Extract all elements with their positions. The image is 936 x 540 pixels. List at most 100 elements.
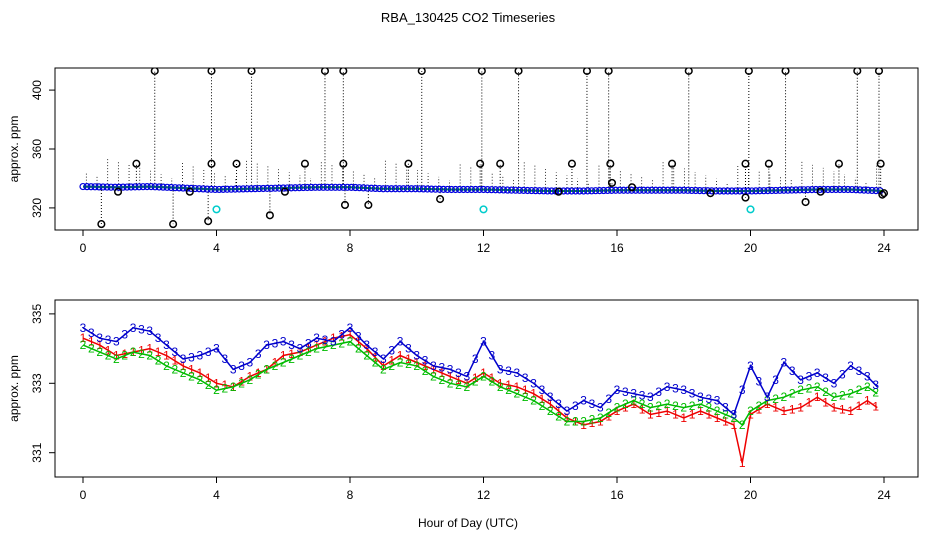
data-point	[580, 187, 588, 195]
series-marker-2: 2	[463, 380, 470, 394]
data-point	[351, 183, 359, 192]
series-marker-2: 2	[280, 355, 287, 369]
series-marker-1: 1	[589, 416, 596, 430]
data-point	[235, 185, 243, 193]
data-point	[600, 186, 608, 195]
data-point	[159, 183, 167, 191]
data-point	[99, 183, 107, 191]
series-marker-2: 2	[305, 345, 312, 359]
outlier-point	[744, 68, 753, 75]
data-point	[107, 183, 115, 191]
plot-frame	[54, 299, 919, 478]
outlier-point	[247, 68, 256, 75]
outlier-point	[801, 197, 810, 207]
series-marker-3: 3	[664, 380, 671, 394]
data-point	[796, 186, 804, 194]
x-tick-label: 24	[877, 488, 891, 502]
series-marker-1: 1	[514, 380, 521, 394]
data-point	[203, 185, 211, 193]
data-point	[311, 183, 319, 191]
data-point	[359, 184, 367, 192]
series-marker-3: 3	[413, 349, 420, 363]
outlier-point	[207, 68, 216, 75]
series-marker-1: 1	[80, 331, 87, 345]
data-point	[407, 185, 416, 193]
series-marker-2: 2	[405, 357, 412, 371]
data-point	[852, 186, 860, 194]
data-point	[572, 187, 580, 195]
cyan-point	[212, 205, 221, 214]
series-marker-3: 3	[672, 382, 679, 396]
data-point	[720, 187, 728, 195]
series-marker-1: 1	[781, 404, 788, 418]
series-marker-1: 1	[597, 414, 604, 428]
series-marker-1: 1	[355, 335, 362, 349]
data-point	[543, 187, 552, 195]
outlier-point	[207, 159, 216, 168]
series-marker-2: 2	[105, 349, 112, 363]
series-marker-1: 1	[480, 366, 487, 380]
series-marker-3: 3	[263, 338, 270, 352]
data-point	[403, 185, 412, 193]
series-marker-3: 3	[630, 387, 637, 401]
data-point	[608, 186, 616, 194]
data-point	[367, 184, 375, 192]
data-point	[836, 185, 844, 194]
series-marker-1: 1	[655, 406, 662, 420]
outlier-point	[280, 187, 289, 196]
series-marker-2: 2	[564, 414, 571, 428]
data-point	[856, 186, 864, 194]
data-point	[123, 183, 131, 191]
data-point	[748, 187, 756, 195]
data-point	[680, 186, 688, 194]
data-point	[828, 185, 836, 194]
x-tick-label: 20	[744, 241, 758, 255]
series-marker-3: 3	[196, 349, 203, 363]
data-point	[684, 186, 692, 194]
series-marker-1: 1	[472, 371, 479, 385]
series-marker-1: 1	[680, 411, 687, 425]
outlier-point	[185, 187, 194, 196]
data-point	[287, 184, 295, 192]
cyan-point	[479, 205, 488, 214]
series-marker-3: 3	[697, 390, 704, 404]
series-marker-3: 3	[330, 335, 337, 349]
outlier-point	[339, 159, 348, 168]
y-tick-label: 331	[30, 442, 44, 462]
series-marker-3: 3	[856, 364, 863, 378]
data-point	[576, 187, 584, 195]
data-point	[195, 185, 203, 193]
series-marker-2: 2	[447, 376, 454, 390]
series-marker-1: 1	[647, 408, 654, 422]
series-marker-3: 3	[121, 328, 128, 342]
series-marker-3: 3	[372, 345, 379, 359]
data-point	[664, 186, 672, 194]
data-point	[519, 186, 528, 194]
series-marker-1: 1	[622, 401, 629, 415]
series-marker-3: 3	[480, 335, 487, 349]
series-marker-1: 1	[121, 347, 128, 361]
data-point	[636, 186, 644, 194]
series-marker-1: 1	[764, 397, 771, 411]
series-marker-3: 3	[580, 394, 587, 408]
series-marker-2: 2	[639, 397, 646, 411]
series-marker-2: 2	[363, 349, 370, 363]
series-marker-2: 2	[739, 418, 746, 432]
series-marker-2: 2	[806, 382, 813, 396]
series-marker-2: 2	[455, 378, 462, 392]
series-marker-1: 1	[505, 378, 512, 392]
x-tick-label: 0	[80, 241, 87, 255]
series-marker-3: 3	[497, 362, 504, 376]
series-marker-2: 2	[764, 394, 771, 408]
data-point	[776, 186, 784, 194]
data-point	[171, 184, 179, 192]
data-point	[155, 183, 163, 191]
series-marker-2: 2	[597, 411, 604, 425]
series-marker-2: 2	[589, 413, 596, 427]
series-marker-2: 2	[263, 362, 270, 376]
series-marker-3: 3	[130, 321, 137, 335]
series-line-3	[82, 326, 878, 416]
data-point	[515, 186, 524, 194]
data-point	[175, 184, 183, 192]
